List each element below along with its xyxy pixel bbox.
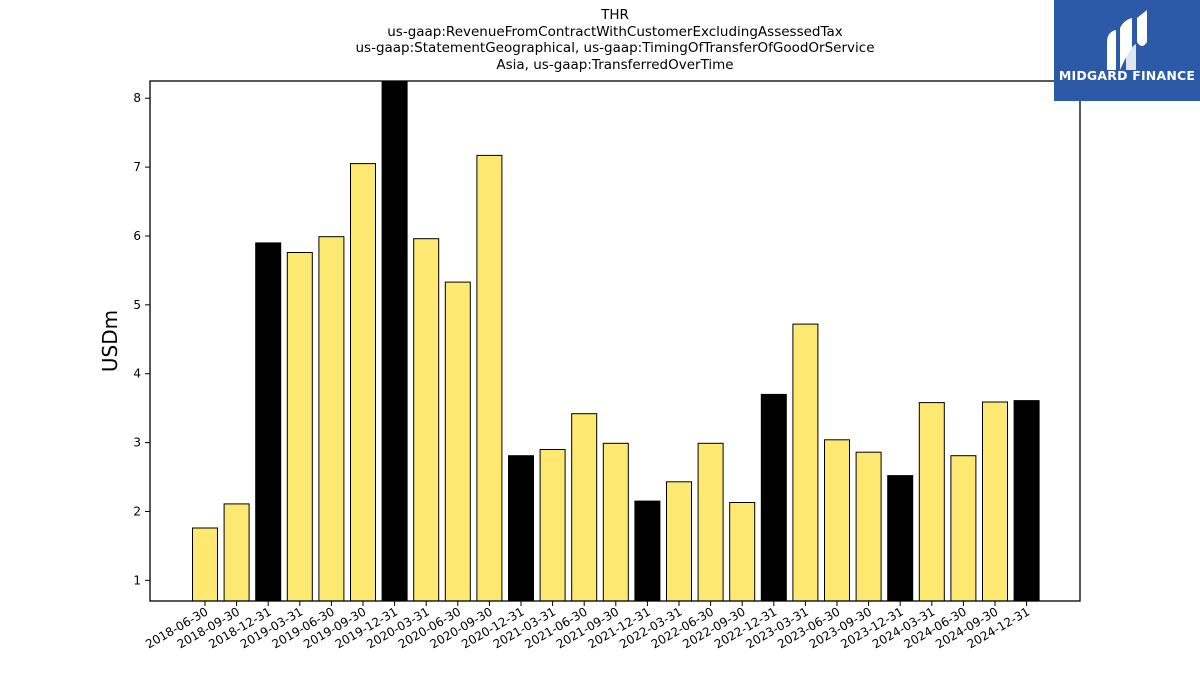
logo-text: MIDGARD FINANCE [1058, 68, 1196, 83]
bar-2021-12-31 [634, 500, 661, 602]
bar-2024-06-30 [950, 455, 977, 602]
bar-2020-03-31 [413, 238, 440, 602]
bar-2022-12-31 [760, 393, 787, 602]
bar-2020-06-30 [444, 281, 471, 602]
plot-frame [149, 80, 1081, 602]
bar-2023-09-30 [855, 451, 882, 602]
y-tick-label: 4 [133, 367, 141, 381]
bar-2021-06-30 [571, 413, 598, 602]
y-tick-label: 1 [133, 573, 141, 587]
bar-2024-03-31 [918, 402, 945, 602]
bar-2023-06-30 [824, 439, 850, 602]
y-tick-label: 2 [133, 504, 141, 518]
bar-2019-03-31 [286, 252, 313, 602]
chart-title: THR us-gaap:RevenueFromContractWithCusto… [150, 7, 1080, 73]
title-line-ticker: THR [601, 7, 629, 23]
bar-2024-12-31 [1013, 400, 1040, 602]
bar-2019-09-30 [350, 163, 376, 602]
bar-2022-06-30 [697, 442, 724, 602]
bar-2019-12-31 [381, 80, 408, 602]
y-axis-label: USDm [98, 310, 122, 372]
bar-2021-09-30 [602, 442, 629, 602]
bar-2019-06-30 [318, 236, 345, 602]
x-axis: 2018-06-302018-09-302018-12-312019-03-31… [143, 601, 1032, 651]
midgard-logo-icon [1107, 10, 1147, 70]
title-line-members: Asia, us-gaap:TransferredOverTime [496, 56, 734, 73]
bar-2022-03-31 [666, 481, 692, 602]
bar-2018-09-30 [223, 503, 250, 602]
bar-2018-06-30 [192, 527, 218, 602]
title-line-concept: us-gaap:RevenueFromContractWithCustomerE… [387, 23, 843, 40]
bars-group [192, 80, 1040, 602]
y-tick-label: 3 [133, 436, 141, 450]
bar-2020-09-30 [476, 154, 503, 602]
bar-2018-12-31 [255, 242, 282, 602]
bar-2024-09-30 [982, 401, 1008, 602]
y-tick-label: 8 [133, 91, 141, 105]
y-tick-label: 7 [133, 160, 141, 174]
bar-2023-03-31 [792, 323, 819, 602]
midgard-finance-logo: MIDGARD FINANCE [1054, 0, 1200, 101]
y-axis: 1 2 3 4 5 6 7 8 [133, 91, 150, 587]
title-line-axes: us-gaap:StatementGeographical, us-gaap:T… [355, 40, 875, 56]
bar-2021-03-31 [539, 449, 566, 602]
y-tick-label: 5 [133, 298, 141, 312]
bar-2022-09-30 [729, 502, 756, 602]
bar-2023-12-31 [887, 475, 914, 602]
bar-2020-12-31 [508, 455, 534, 602]
y-tick-label: 6 [133, 229, 141, 243]
